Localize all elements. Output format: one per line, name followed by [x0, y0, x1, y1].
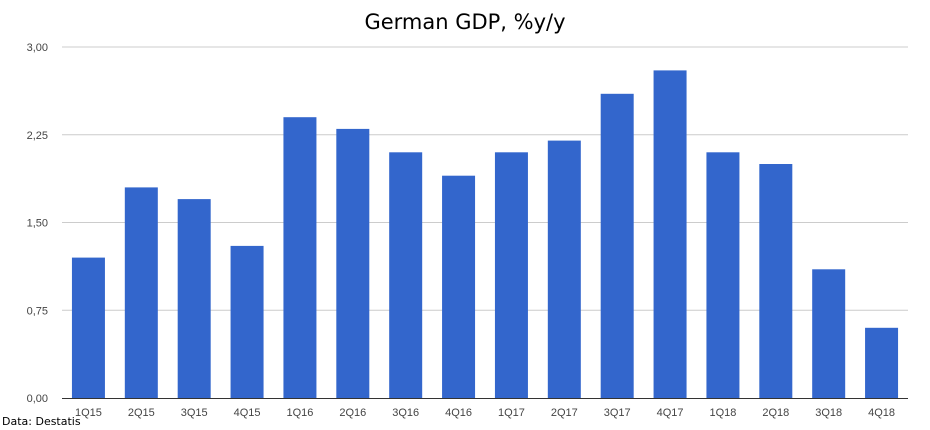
bar-3Q17: [600, 93, 634, 399]
y-tick-label: 2,25: [27, 130, 48, 142]
bar-4Q17: [653, 70, 687, 399]
x-axis-tick-labels: 1Q15 2Q15 3Q15 4Q15 1Q16 2Q16 3Q16 4Q16 1Q17 2Q17…: [75, 407, 895, 419]
bars: [71, 70, 899, 399]
bar-2Q17: [547, 140, 581, 398]
x-tick-label: 4Q17: [657, 407, 684, 419]
source-note: Data: Destatis: [2, 415, 81, 428]
x-tick-label: 1Q18: [709, 407, 736, 419]
x-tick-label: 1Q17: [498, 407, 525, 419]
chart-title: German GDP, %y/y: [364, 10, 566, 34]
x-tick-label: 4Q15: [234, 407, 261, 419]
x-tick-label: 1Q15: [75, 407, 102, 419]
y-tick-label: 0,00: [27, 393, 48, 405]
x-tick-label: 3Q17: [604, 407, 631, 419]
bar-3Q16: [389, 152, 423, 398]
bar-3Q18: [812, 269, 846, 398]
x-tick-label: 4Q18: [868, 407, 895, 419]
bar-1Q15: [71, 257, 105, 398]
bar-4Q16: [442, 175, 476, 398]
x-tick-label: 3Q18: [815, 407, 842, 419]
x-tick-label: 2Q18: [762, 407, 789, 419]
bar-2Q15: [124, 187, 158, 398]
x-tick-label: 2Q16: [339, 407, 366, 419]
bar-2Q16: [336, 128, 370, 398]
x-tick-label: 2Q17: [551, 407, 578, 419]
y-tick-label: 3,00: [27, 42, 48, 54]
x-tick-label: 1Q16: [286, 407, 313, 419]
y-tick-label: 0,75: [27, 305, 48, 317]
bar-1Q18: [706, 152, 740, 398]
bar-1Q16: [283, 117, 317, 398]
bar-1Q17: [494, 152, 528, 398]
bar-4Q18: [865, 327, 899, 398]
x-tick-label: 4Q16: [445, 407, 472, 419]
bar-2Q18: [759, 164, 793, 398]
bar-3Q15: [177, 199, 211, 398]
y-tick-label: 1,50: [27, 218, 48, 230]
y-axis-tick-labels: 0,00 0,75 1,50 2,25 3,00: [27, 42, 48, 405]
x-tick-label: 3Q15: [181, 407, 208, 419]
x-tick-label: 2Q15: [128, 407, 155, 419]
x-tick-label: 3Q16: [392, 407, 419, 419]
bar-4Q15: [230, 245, 264, 398]
